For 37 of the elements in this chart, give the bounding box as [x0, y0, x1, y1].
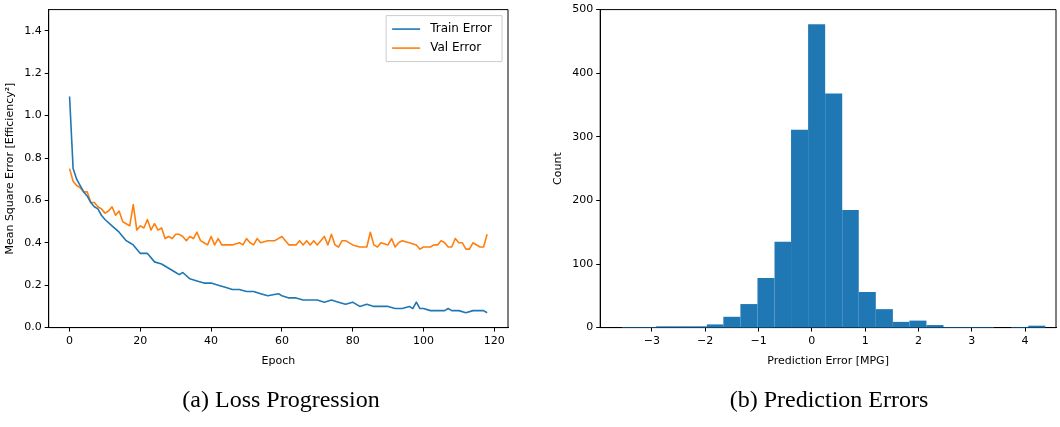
x-tick-label: 80 — [345, 334, 360, 348]
x-tick-label: 2 — [914, 334, 922, 348]
text: (a) Loss Progression — [181, 386, 381, 413]
y-tick-label: 0.0 — [24, 320, 42, 334]
x-tick-label: 0 — [66, 334, 74, 348]
legend-label: Train Error — [429, 21, 493, 36]
x-tick-label: 4 — [1021, 334, 1029, 348]
x-tick-label: 60 — [274, 334, 289, 348]
y-tick-label: 0.8 — [24, 150, 42, 164]
y-tick-label: 1.4 — [24, 23, 42, 37]
x-tick-label: −2 — [697, 334, 714, 348]
y-tick-label: 400 — [572, 66, 594, 80]
x-tick-label: 3 — [968, 334, 976, 348]
y-tick-label: 0.2 — [24, 278, 42, 292]
x-tick-label: −3 — [643, 334, 661, 348]
y-tick-label: 0.4 — [24, 235, 42, 249]
x-tick-label: 20 — [133, 334, 148, 348]
y-tick-label: 300 — [572, 129, 594, 143]
x-tick-label: 120 — [483, 334, 505, 348]
x-tick-label: 100 — [412, 334, 434, 348]
y-tick-label: 0 — [586, 320, 594, 334]
y-axis-title: Mean Square Error [Efficiency²] — [3, 82, 17, 255]
y-tick-label: 0.6 — [24, 193, 42, 207]
y-tick-label: 200 — [572, 193, 594, 207]
y-axis-title: Count — [551, 151, 565, 185]
text: (b) Prediction Errors — [728, 386, 930, 413]
y-tick-label: 100 — [572, 256, 594, 270]
y-tick-label: 1.0 — [24, 108, 42, 122]
x-tick-label: 40 — [204, 334, 219, 348]
x-tick-label: −1 — [750, 334, 767, 348]
x-tick-label: 1 — [861, 334, 869, 348]
legend-label: Val Error — [430, 40, 482, 55]
x-axis-title: Prediction Error [MPG] — [767, 354, 889, 368]
y-tick-label: 1.2 — [24, 66, 42, 80]
y-tick-label: 500 — [572, 2, 594, 16]
x-tick-label: 0 — [808, 334, 816, 348]
x-axis-title: Epoch — [261, 354, 296, 368]
